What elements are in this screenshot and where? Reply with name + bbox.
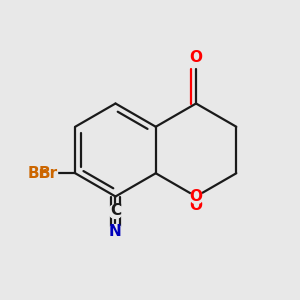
Text: C: C xyxy=(110,203,121,218)
Text: Br: Br xyxy=(39,166,58,181)
Text: N: N xyxy=(109,224,122,238)
Text: O: O xyxy=(190,50,202,64)
Text: O: O xyxy=(190,198,202,213)
Text: Br: Br xyxy=(28,166,47,181)
Text: O: O xyxy=(190,189,202,204)
